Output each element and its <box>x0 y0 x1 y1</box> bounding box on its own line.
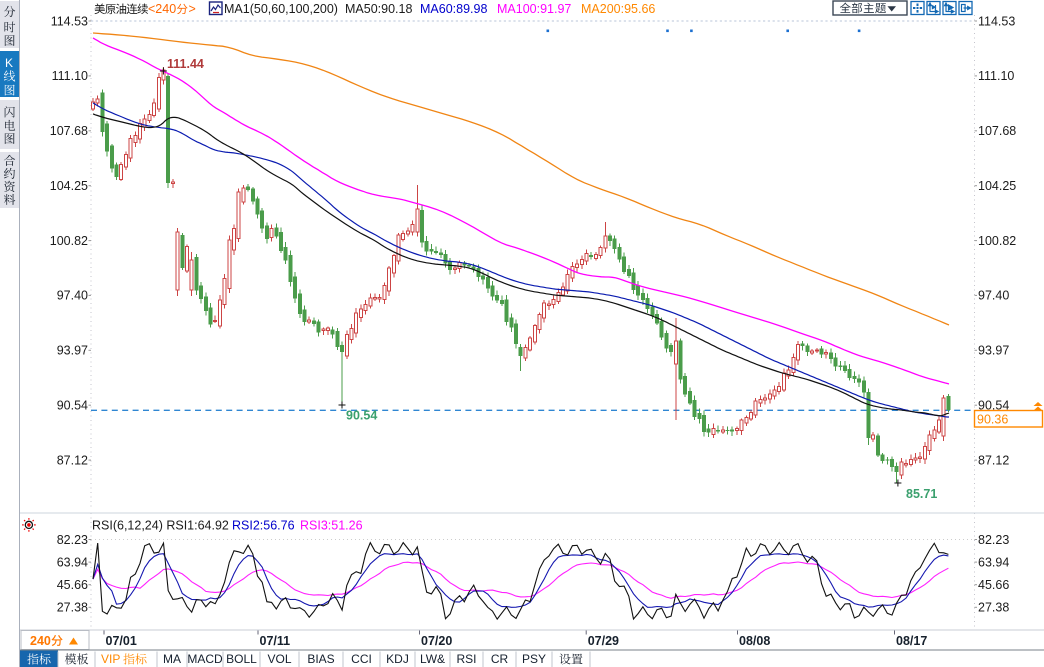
svg-text:85.71: 85.71 <box>906 487 937 501</box>
svg-text:82.23: 82.23 <box>978 533 1009 547</box>
svg-text:<240: <240 <box>148 2 176 16</box>
svg-text:90.54: 90.54 <box>346 409 377 423</box>
svg-text:MA50:90.18: MA50:90.18 <box>345 2 412 16</box>
svg-text:114.53: 114.53 <box>51 14 88 28</box>
svg-text:RSI: RSI <box>456 652 476 666</box>
svg-text:CR: CR <box>491 652 509 666</box>
svg-text:BOLL: BOLL <box>226 652 257 666</box>
svg-text:90.54: 90.54 <box>57 399 88 413</box>
svg-text:MA60:89.98: MA60:89.98 <box>420 2 487 16</box>
svg-text:07/29: 07/29 <box>588 634 619 648</box>
svg-text:RSI2:56.76: RSI2:56.76 <box>232 519 295 533</box>
svg-text:RSI3:51.26: RSI3:51.26 <box>300 519 363 533</box>
svg-text:RSI(6,12,24) RSI1:64.92: RSI(6,12,24) RSI1:64.92 <box>92 519 229 533</box>
svg-text:63.94: 63.94 <box>978 555 1009 569</box>
svg-text:08/17: 08/17 <box>896 634 927 648</box>
svg-text:240: 240 <box>30 634 51 648</box>
svg-text:93.97: 93.97 <box>978 344 1009 358</box>
svg-text:BIAS: BIAS <box>307 652 334 666</box>
svg-text:07/01: 07/01 <box>106 634 137 648</box>
svg-text:93.97: 93.97 <box>57 344 88 358</box>
svg-text:VOL: VOL <box>267 652 291 666</box>
svg-text:82.23: 82.23 <box>57 533 88 547</box>
svg-text:111.10: 111.10 <box>52 69 88 83</box>
svg-text:KDJ: KDJ <box>386 652 409 666</box>
svg-text:111.44: 111.44 <box>167 57 204 71</box>
svg-text:>: > <box>189 2 196 16</box>
svg-text:104.25: 104.25 <box>978 179 1016 193</box>
svg-text:63.94: 63.94 <box>57 555 88 569</box>
svg-text:07/11: 07/11 <box>260 634 291 648</box>
svg-text:MA: MA <box>163 652 181 666</box>
svg-text:PSY: PSY <box>522 652 546 666</box>
svg-text:07/20: 07/20 <box>421 634 452 648</box>
svg-text:97.40: 97.40 <box>57 289 88 303</box>
svg-text:90.54: 90.54 <box>978 399 1009 413</box>
svg-text:87.12: 87.12 <box>978 453 1009 467</box>
svg-text:45.66: 45.66 <box>978 578 1009 592</box>
svg-text:LW&: LW& <box>420 652 445 666</box>
svg-text:08/08: 08/08 <box>739 634 770 648</box>
svg-text:114.53: 114.53 <box>978 14 1015 28</box>
svg-text:K: K <box>5 56 13 70</box>
svg-text:MA1(50,60,100,200): MA1(50,60,100,200) <box>224 2 338 16</box>
svg-text:MACD: MACD <box>187 652 223 666</box>
svg-text:100.82: 100.82 <box>50 234 88 248</box>
svg-text:111.10: 111.10 <box>978 69 1014 83</box>
svg-text:MA100:91.97: MA100:91.97 <box>497 2 571 16</box>
svg-text:45.66: 45.66 <box>57 578 88 592</box>
svg-text:27.38: 27.38 <box>978 601 1009 615</box>
svg-text:104.25: 104.25 <box>50 179 88 193</box>
svg-text:100.82: 100.82 <box>978 234 1016 248</box>
svg-text:107.68: 107.68 <box>978 124 1016 138</box>
svg-text:87.12: 87.12 <box>57 453 88 467</box>
svg-text:97.40: 97.40 <box>978 289 1009 303</box>
svg-text:CCI: CCI <box>351 652 372 666</box>
svg-text:27.38: 27.38 <box>57 601 88 615</box>
svg-text:MA200:95.66: MA200:95.66 <box>581 2 655 16</box>
svg-text:90.36: 90.36 <box>977 413 1008 427</box>
svg-text:VIP: VIP <box>101 652 120 666</box>
svg-text:107.68: 107.68 <box>50 124 88 138</box>
